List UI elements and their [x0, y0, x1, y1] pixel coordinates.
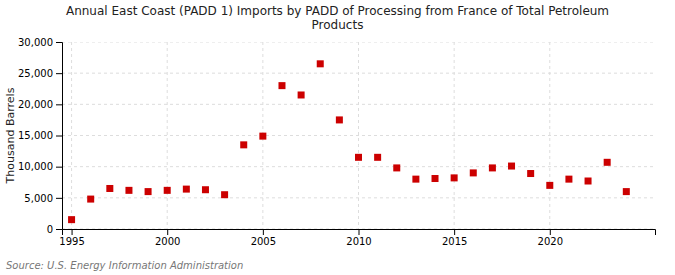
point	[68, 216, 75, 223]
axis-line	[56, 43, 63, 230]
tick-mark	[167, 229, 168, 235]
title: Annual East Coast (PADD 1) Imports by PA…	[66, 4, 609, 32]
tick-mark	[56, 229, 62, 230]
point	[278, 82, 285, 89]
tick: 2000	[155, 229, 180, 247]
point	[565, 176, 572, 183]
tick: 5,000	[24, 193, 62, 204]
point	[183, 186, 190, 193]
tick-mark	[56, 136, 62, 137]
point	[451, 174, 458, 181]
tick: 2005	[251, 229, 276, 247]
point	[508, 163, 515, 170]
tick-label: 1995	[59, 236, 84, 247]
point	[604, 159, 611, 166]
tick: 25,000	[18, 68, 62, 79]
point	[412, 176, 419, 183]
tick: 2020	[538, 229, 563, 247]
point	[336, 116, 343, 123]
source-note: Source: U.S. Energy Information Administ…	[6, 260, 243, 271]
x-axis: 1995 2000 2005 2010 2015 2020	[59, 229, 655, 247]
tick: 30,000	[18, 37, 62, 48]
tick-label: 25,000	[18, 68, 53, 79]
grid-line-y	[62, 166, 655, 167]
tick-label: 2010	[346, 236, 371, 247]
tick-label: 15,000	[18, 130, 53, 141]
point	[125, 187, 132, 194]
grid-line-x	[549, 42, 550, 229]
point	[145, 188, 152, 195]
tick-label: 20,000	[18, 99, 53, 110]
tick-mark	[454, 229, 455, 235]
point	[164, 187, 171, 194]
tick-mark	[72, 229, 73, 235]
tick-label: 2020	[538, 236, 563, 247]
chart: 1995 2000 2005 2010 2015 2020 0 5,000 10,000 15,0…	[0, 0, 675, 275]
tick: 15,000	[18, 130, 62, 141]
point	[470, 169, 477, 176]
tick-label: 10,000	[18, 161, 53, 172]
point	[202, 186, 209, 193]
tick-mark	[56, 104, 62, 105]
grid-line-x	[454, 42, 455, 229]
tick-label: 2015	[442, 236, 467, 247]
point	[240, 141, 247, 148]
tick-mark	[56, 198, 62, 199]
point	[432, 175, 439, 182]
point	[355, 154, 362, 161]
point	[527, 170, 534, 177]
point	[221, 191, 228, 198]
point	[585, 178, 592, 185]
point	[623, 188, 630, 195]
point	[259, 133, 266, 140]
tick: 10,000	[18, 161, 62, 172]
tick-mark	[263, 229, 264, 235]
axis-line	[63, 230, 656, 236]
point	[546, 182, 553, 189]
tick-mark	[56, 167, 62, 168]
tick: 20,000	[18, 99, 62, 110]
point	[317, 60, 324, 67]
point	[298, 91, 305, 98]
tick: 0	[47, 224, 62, 235]
tick: 1995	[59, 229, 84, 247]
tick-label: 30,000	[18, 37, 53, 48]
tick: 2015	[442, 229, 467, 247]
point	[87, 196, 94, 203]
point	[393, 164, 400, 171]
grid	[62, 42, 655, 229]
plot-area: 1995 2000 2005 2010 2015 2020 0 5,000 10,000 15,0…	[18, 37, 656, 247]
y-axis-title: Thousand Barrels	[4, 87, 17, 184]
point	[374, 154, 381, 161]
grid-line-x	[167, 42, 168, 229]
tick-label: 2000	[155, 236, 180, 247]
grid-line-x	[358, 42, 359, 229]
grid-line-x	[71, 42, 72, 229]
tick-label: 5,000	[24, 193, 53, 204]
tick-mark	[56, 73, 62, 74]
point	[106, 185, 113, 192]
tick-label: 0	[47, 224, 53, 235]
tick-mark	[56, 42, 62, 43]
tick: 2010	[346, 229, 371, 247]
points	[68, 60, 630, 223]
tick-mark	[550, 229, 551, 235]
tick-label: 2005	[251, 236, 276, 247]
point	[489, 164, 496, 171]
y-axis: 0 5,000 10,000 15,000 20,000 25,000 30,000	[18, 37, 63, 235]
grid-line-y	[62, 135, 655, 136]
tick-mark	[359, 229, 360, 235]
